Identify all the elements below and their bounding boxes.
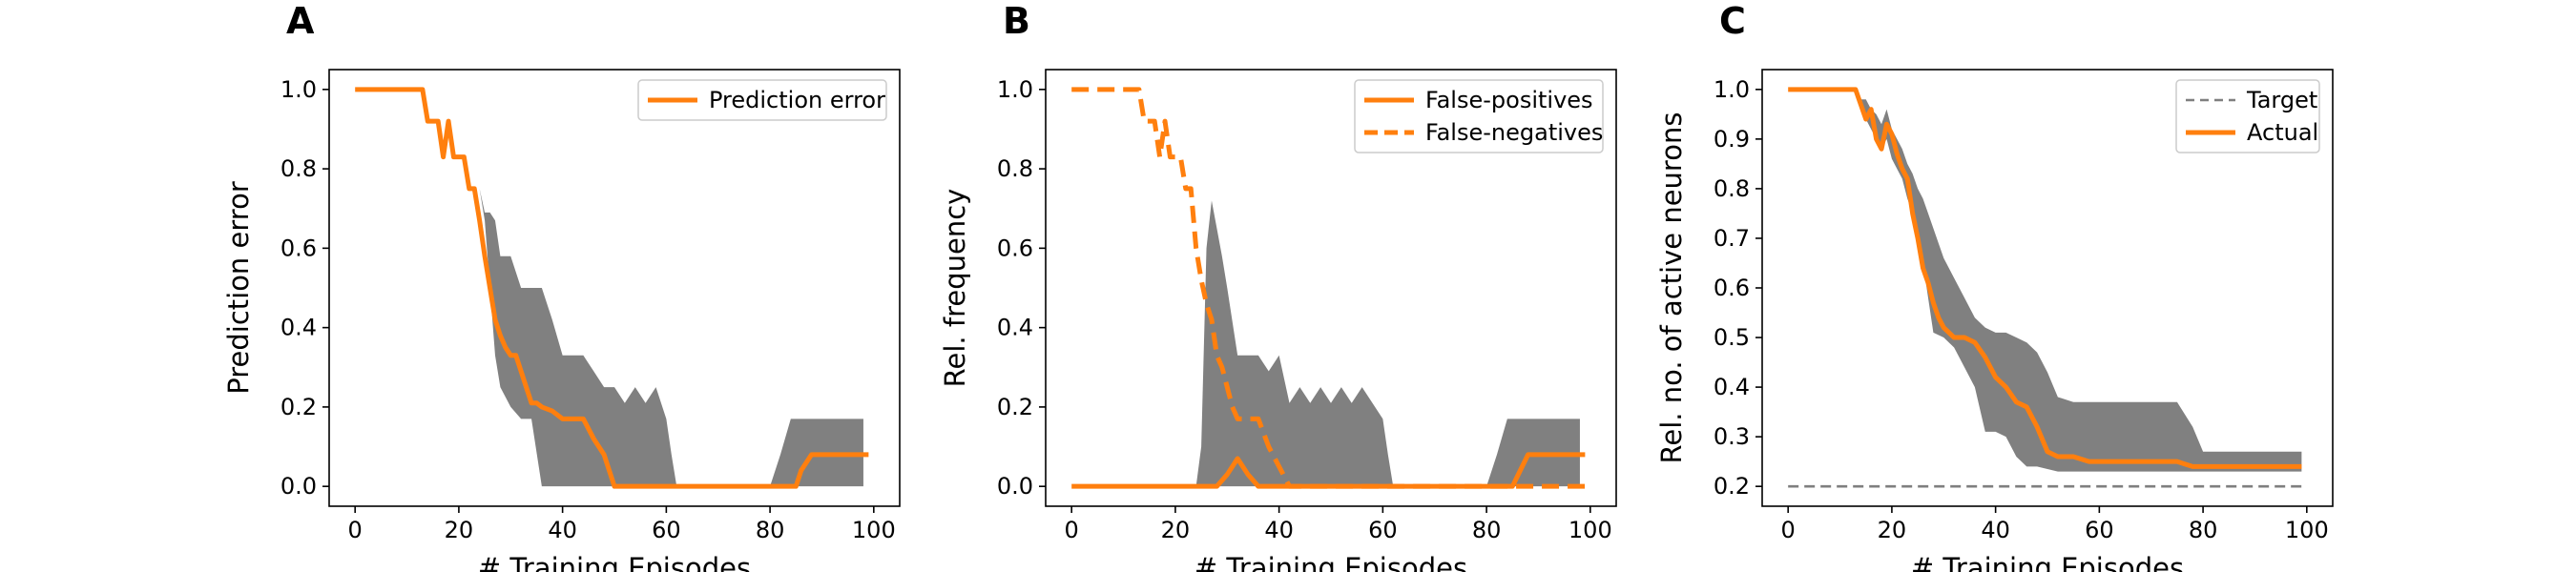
x-tick-label: 100 [852,517,896,543]
x-tick-label: 80 [756,517,785,543]
y-tick-label: 0.8 [280,155,317,182]
y-tick-label: 0.3 [1714,423,1750,450]
y-tick-label: 0.2 [1714,473,1750,500]
y-tick-label: 0.4 [1714,374,1750,400]
plot-frame [328,69,901,507]
legend: Prediction error [637,79,887,121]
y-tick-label: 0.7 [1714,225,1750,252]
y-tick-label: 1.0 [997,76,1033,103]
legend: False-positives False-negatives [1354,79,1604,153]
series-line-prediction-error [355,87,869,489]
y-axis-label: Rel. no. of active neurons [1655,112,1688,464]
y-tick-label: 1.0 [1714,76,1750,103]
x-axis-label: # Training Episodes [1195,552,1467,572]
panel-label: A [286,0,315,42]
x-tick-label: 100 [2285,517,2329,543]
y-tick-label: 0.6 [997,235,1033,261]
y-axis-label: Rel. frequency [939,189,971,388]
chart-panel-c: C 0 20 40 60 80 100 0.2 0.3 0.4 0.5 0.6 0.7 0.8 0.9 1.0… [1655,0,2334,572]
y-tick-label: 0.4 [997,315,1033,341]
x-tick-label: 20 [445,517,474,543]
legend-entry: False-negatives [1425,119,1603,146]
x-tick-label: 20 [1161,517,1191,543]
confidence-band [1788,89,2302,472]
legend-entry: Target [2246,87,2317,113]
plot-frame [1045,69,1617,507]
x-tick-label: 80 [2189,517,2218,543]
y-tick-label: 1.0 [280,76,317,103]
series-line-actual [1788,87,2302,469]
legend-entry: Actual [2247,119,2318,146]
legend-box [637,79,887,121]
y-tick-label: 0.0 [997,473,1033,500]
y-tick-label: 0.4 [280,315,317,341]
y-tick-label: 0.2 [280,394,317,420]
x-tick-label: 60 [1368,517,1398,543]
y-tick-label: 0.5 [1714,324,1750,351]
x-axis-label: # Training Episodes [1911,552,2184,572]
y-tick-label: 0.9 [1714,126,1750,153]
y-axis-label: Prediction error [222,181,255,395]
legend-entry: False-positives [1425,87,1593,113]
x-tick-label: 40 [1981,517,2010,543]
y-tick-label: 0.8 [1714,175,1750,202]
confidence-band [1071,200,1580,487]
x-axis-label: # Training Episodes [478,552,751,572]
legend-entry: Prediction error [709,87,885,113]
x-tick-label: 0 [1781,517,1796,543]
panel-label: C [1719,0,1746,42]
x-tick-label: 60 [2085,517,2114,543]
y-tick-label: 0.2 [997,394,1033,420]
series-line-false-positives [1071,452,1586,489]
legend-box [1354,79,1604,153]
x-tick-label: 40 [548,517,577,543]
chart-panel-b: B 0 20 40 60 80 100 0.0 0.2 0.4 0.6 0.8 1.0 # Trainin… [939,0,1617,572]
x-tick-label: 0 [348,517,363,543]
x-tick-label: 20 [1878,517,1907,543]
chart-panel-a: A 0 20 40 60 80 100 0.0 0.2 0.4 0.6 0.8 1.0 # Trainin… [222,0,901,572]
x-tick-label: 80 [1472,517,1502,543]
x-tick-label: 0 [1065,517,1079,543]
x-tick-label: 60 [652,517,681,543]
y-tick-label: 0.0 [280,473,317,500]
confidence-band [355,89,863,487]
y-tick-label: 0.6 [280,235,317,261]
y-tick-label: 0.8 [997,155,1033,182]
legend: Target Actual [2175,79,2320,153]
x-tick-label: 100 [1568,517,1612,543]
series-line-false-negatives [1071,87,1586,489]
panel-label: B [1003,0,1030,42]
y-tick-label: 0.6 [1714,275,1750,301]
x-tick-label: 40 [1264,517,1294,543]
